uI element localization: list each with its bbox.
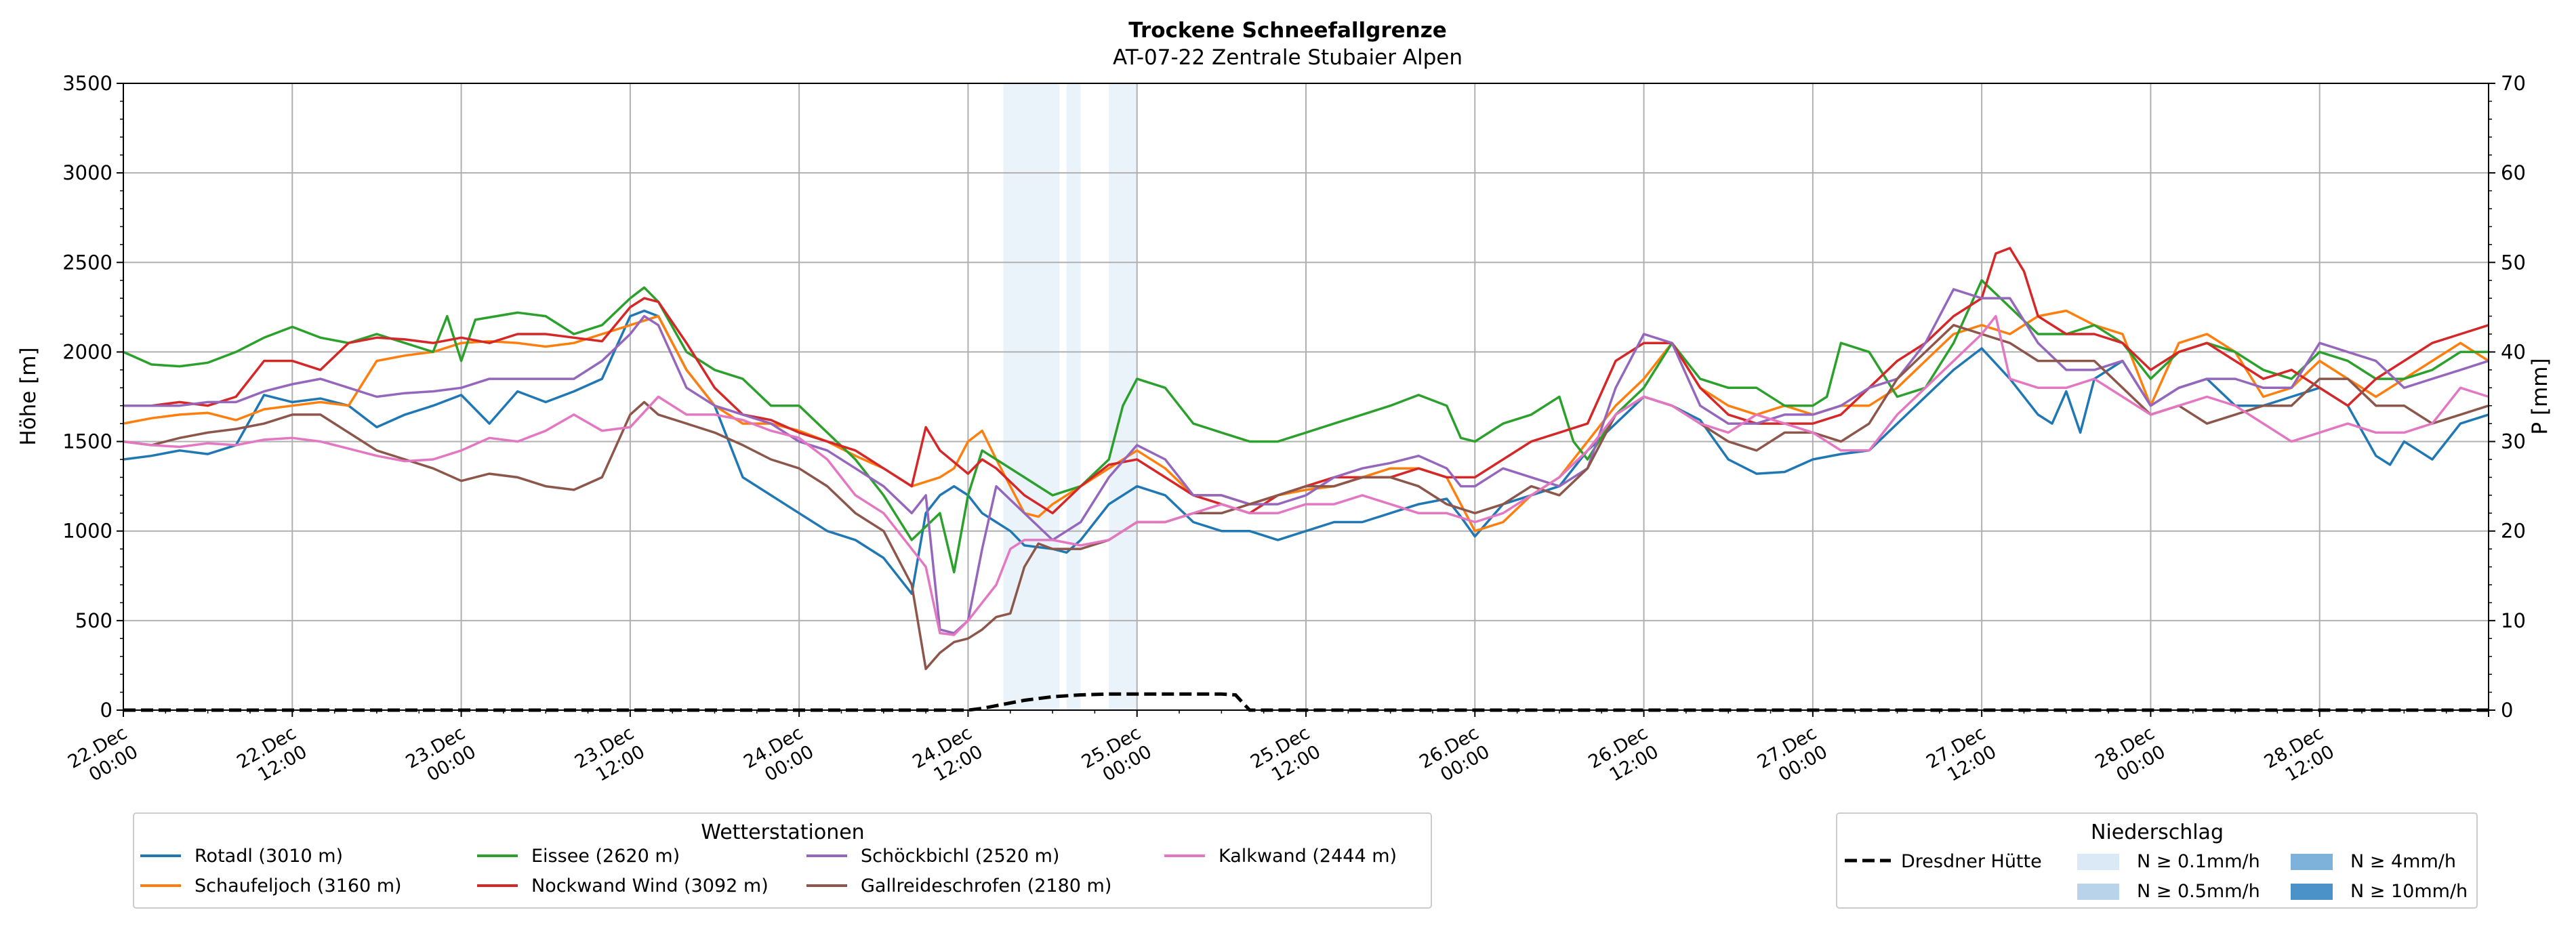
- stations-legend-frame: [133, 812, 1432, 909]
- y2-tick-label-0: 0: [2501, 699, 2513, 722]
- series-line-5: [123, 324, 2489, 670]
- series-line-0: [123, 309, 2489, 595]
- y-tick-label-1: 500: [75, 609, 113, 632]
- stations-legend-items: Rotadl (3010 m) Schaufeljoch (3160 m) Eiss…: [140, 846, 1397, 896]
- precip-legend-patch-0: [2077, 854, 2119, 870]
- grid-lines: [123, 83, 2489, 711]
- precip-legend-line-label: Dresdner Hütte: [1901, 851, 2042, 872]
- y2-tick-label-6: 60: [2501, 161, 2526, 184]
- y-axis-label: Höhe [m]: [16, 347, 41, 445]
- series-line-6: [123, 314, 2489, 636]
- y-tick-label-7: 3500: [62, 72, 113, 95]
- y2-tick-label-5: 50: [2501, 251, 2526, 274]
- y2-tick-label-2: 20: [2501, 520, 2526, 543]
- precip-legend-label-1: N ≥ 0.5mm/h: [2137, 881, 2260, 902]
- shade-period-1: [1066, 83, 1081, 710]
- stations-legend-label-0: Rotadl (3010 m): [195, 846, 343, 867]
- precip-legend-patches: N ≥ 0.1mm/h N ≥ 0.5mm/h N ≥ 4mm/h N ≥ 10mm/…: [2077, 851, 2468, 902]
- precip-legend: Niederschlag Dresdner Hütte N ≥ 0.1mm/hN…: [1836, 812, 2478, 909]
- precip-legend-title: Niederschlag: [2091, 821, 2224, 844]
- precip-legend-label-2: N ≥ 4mm/h: [2350, 851, 2456, 872]
- y2-axis-label: P [mm]: [2528, 358, 2552, 434]
- series-line-2: [123, 278, 2489, 574]
- y-tick-label-4: 2000: [62, 340, 113, 363]
- y-tick-label-5: 2500: [62, 251, 113, 274]
- precip-legend-label-0: N ≥ 0.1mm/h: [2137, 851, 2260, 872]
- stations-legend-label-1: Schaufeljoch (3160 m): [195, 875, 402, 896]
- stations-legend: Wetterstationen Rotadl (3010 m) Schaufelj…: [133, 812, 1432, 909]
- y-axis-ticks: 0 500 1000 1500 2000 2500 3000 3500: [62, 72, 123, 722]
- stations-legend-label-6: Kalkwand (2444 m): [1219, 846, 1397, 867]
- shade-period-0: [1003, 83, 1060, 710]
- chart-subtitle: AT-07-22 Zentrale Stubaier Alpen: [1113, 45, 1463, 70]
- precip-legend-patch-1: [2077, 884, 2119, 900]
- stations-legend-label-3: Nockwand Wind (3092 m): [531, 875, 769, 896]
- stations-legend-label-2: Eissee (2620 m): [531, 846, 680, 867]
- precip-line-0: [123, 692, 2489, 712]
- y-tick-label-3: 1500: [62, 430, 113, 453]
- series-line-4: [123, 288, 2489, 635]
- shade-period-2: [1109, 83, 1137, 710]
- y2-tick-label-1: 10: [2501, 609, 2526, 632]
- stations-legend-label-5: Gallreideschrofen (2180 m): [861, 875, 1111, 896]
- y2-axis-ticks: 0 10 20 30 40 50 60 70: [2489, 72, 2526, 722]
- precip-legend-patch-2: [2291, 854, 2333, 870]
- stations-legend-title: Wetterstationen: [701, 821, 864, 844]
- station-lines: [123, 247, 2489, 670]
- chart-title: Trockene Schneefallgrenze: [1128, 18, 1447, 43]
- y2-tick-label-4: 40: [2501, 340, 2526, 363]
- y-tick-label-6: 3000: [62, 161, 113, 184]
- precipitation-shading: [1003, 83, 1137, 710]
- precip-lines: [123, 692, 2489, 712]
- precip-legend-label-3: N ≥ 10mm/h: [2350, 881, 2468, 902]
- y2-tick-label-7: 70: [2501, 72, 2526, 95]
- y-tick-label-2: 1000: [62, 520, 113, 543]
- y2-tick-label-3: 30: [2501, 430, 2526, 453]
- y-tick-label-0: 0: [100, 699, 113, 722]
- precip-legend-patch-3: [2291, 884, 2333, 900]
- stations-legend-label-4: Schöckbichl (2520 m): [861, 846, 1059, 867]
